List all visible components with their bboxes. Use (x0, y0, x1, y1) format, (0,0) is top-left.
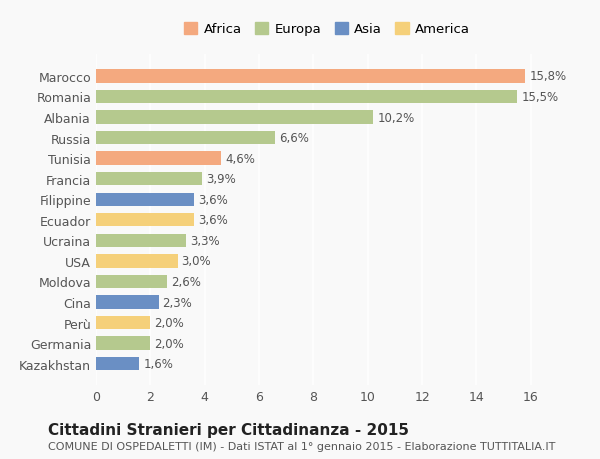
Bar (96, 193, 194, 207)
Bar (96, 111, 373, 124)
Bar (96, 275, 167, 289)
Text: 3,9%: 3,9% (206, 173, 236, 186)
Bar (96, 234, 185, 247)
Text: 2,0%: 2,0% (154, 316, 184, 330)
Text: 2,0%: 2,0% (154, 337, 184, 350)
Text: COMUNE DI OSPEDALETTI (IM) - Dati ISTAT al 1° gennaio 2015 - Elaborazione TUTTIT: COMUNE DI OSPEDALETTI (IM) - Dati ISTAT … (48, 441, 556, 451)
Text: 15,5%: 15,5% (521, 91, 559, 104)
Bar (96, 255, 178, 268)
Bar (96, 213, 194, 227)
Text: 10,2%: 10,2% (377, 111, 415, 124)
Text: 15,8%: 15,8% (529, 70, 566, 83)
Bar (96, 357, 139, 370)
Bar (96, 70, 526, 84)
Text: 4,6%: 4,6% (225, 152, 255, 165)
Bar (96, 132, 275, 145)
Bar (96, 296, 158, 309)
Bar (96, 316, 151, 330)
Text: 6,6%: 6,6% (280, 132, 310, 145)
Bar (96, 173, 202, 186)
Text: 2,3%: 2,3% (163, 296, 193, 309)
Bar (96, 337, 151, 350)
Bar (96, 152, 221, 165)
Text: Cittadini Stranieri per Cittadinanza - 2015: Cittadini Stranieri per Cittadinanza - 2… (48, 422, 409, 437)
Text: 3,6%: 3,6% (198, 193, 227, 206)
Text: 3,6%: 3,6% (198, 214, 227, 227)
Text: 1,6%: 1,6% (143, 358, 173, 370)
Text: 3,3%: 3,3% (190, 235, 220, 247)
Legend: Africa, Europa, Asia, America: Africa, Europa, Asia, America (180, 19, 474, 40)
Bar (96, 90, 517, 104)
Text: 3,0%: 3,0% (182, 255, 211, 268)
Text: 2,6%: 2,6% (171, 275, 200, 288)
